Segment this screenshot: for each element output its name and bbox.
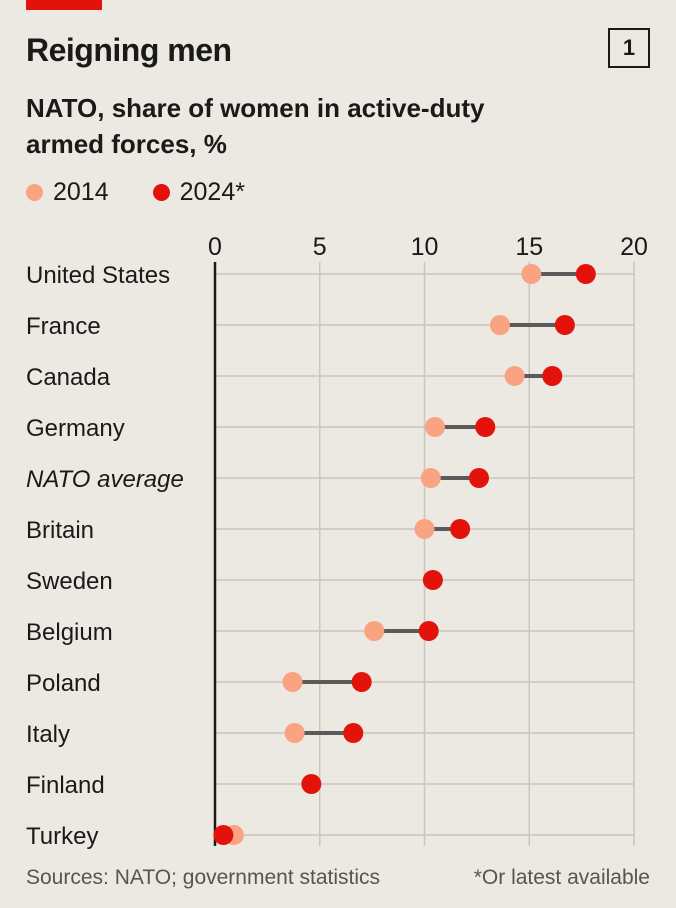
chart-subtitle: NATO, share of women in active-duty arme… [26,93,485,159]
legend-item-2024: 2024* [152,178,245,207]
dot-2014 [521,264,542,284]
legend-swatch-2024 [152,184,170,201]
dot-2024 [575,264,596,284]
source-note: Sources: NATO; government statistics [26,866,381,889]
dot-2014 [284,723,305,743]
dot-2024 [422,570,443,590]
dot-2014 [282,672,303,692]
x-tick-label-10: 10 [411,233,439,261]
category-label: Belgium [26,619,113,646]
dot-2024 [343,723,364,743]
legend: 2014 2024* [26,178,289,207]
dot-2024 [351,672,372,692]
chart-number-badge: 1 [608,28,650,68]
dot-2024 [418,621,439,641]
brand-accent-bar [26,0,102,10]
x-tick-label-15: 15 [515,233,543,261]
dot-2024 [542,366,563,386]
chart-title: Reigning men [26,32,232,68]
legend-item-2014: 2014 [26,178,109,207]
category-label: France [26,313,101,340]
dot-2014 [364,621,385,641]
category-label: Finland [26,772,105,799]
dot-2014 [420,468,441,488]
dot-2014 [504,366,525,386]
dot-2024 [213,825,234,845]
dot-2024 [475,417,496,437]
legend-label-2014: 2014 [53,178,109,206]
dot-2024 [450,519,471,539]
category-label: Italy [26,721,70,748]
dot-2014 [424,417,445,437]
category-label: Britain [26,517,94,544]
category-label: Turkey [26,823,98,850]
x-tick-label-20: 20 [620,233,648,261]
legend-swatch-2014 [26,184,43,201]
category-label: NATO average [26,466,184,493]
x-tick-label-5: 5 [313,233,327,261]
dot-2024 [468,468,489,488]
x-tick-label-0: 0 [208,233,222,261]
category-label: Canada [26,364,111,391]
category-label: United States [26,262,170,289]
footnote: *Or latest available [473,866,650,889]
dot-2024 [301,774,322,794]
legend-label-2024: 2024* [179,178,245,206]
category-label: Sweden [26,568,113,595]
dot-2014 [414,519,435,539]
category-label: Poland [26,670,101,697]
category-label: Germany [26,415,125,442]
dot-2014 [489,315,510,335]
dot-2024 [554,315,575,335]
